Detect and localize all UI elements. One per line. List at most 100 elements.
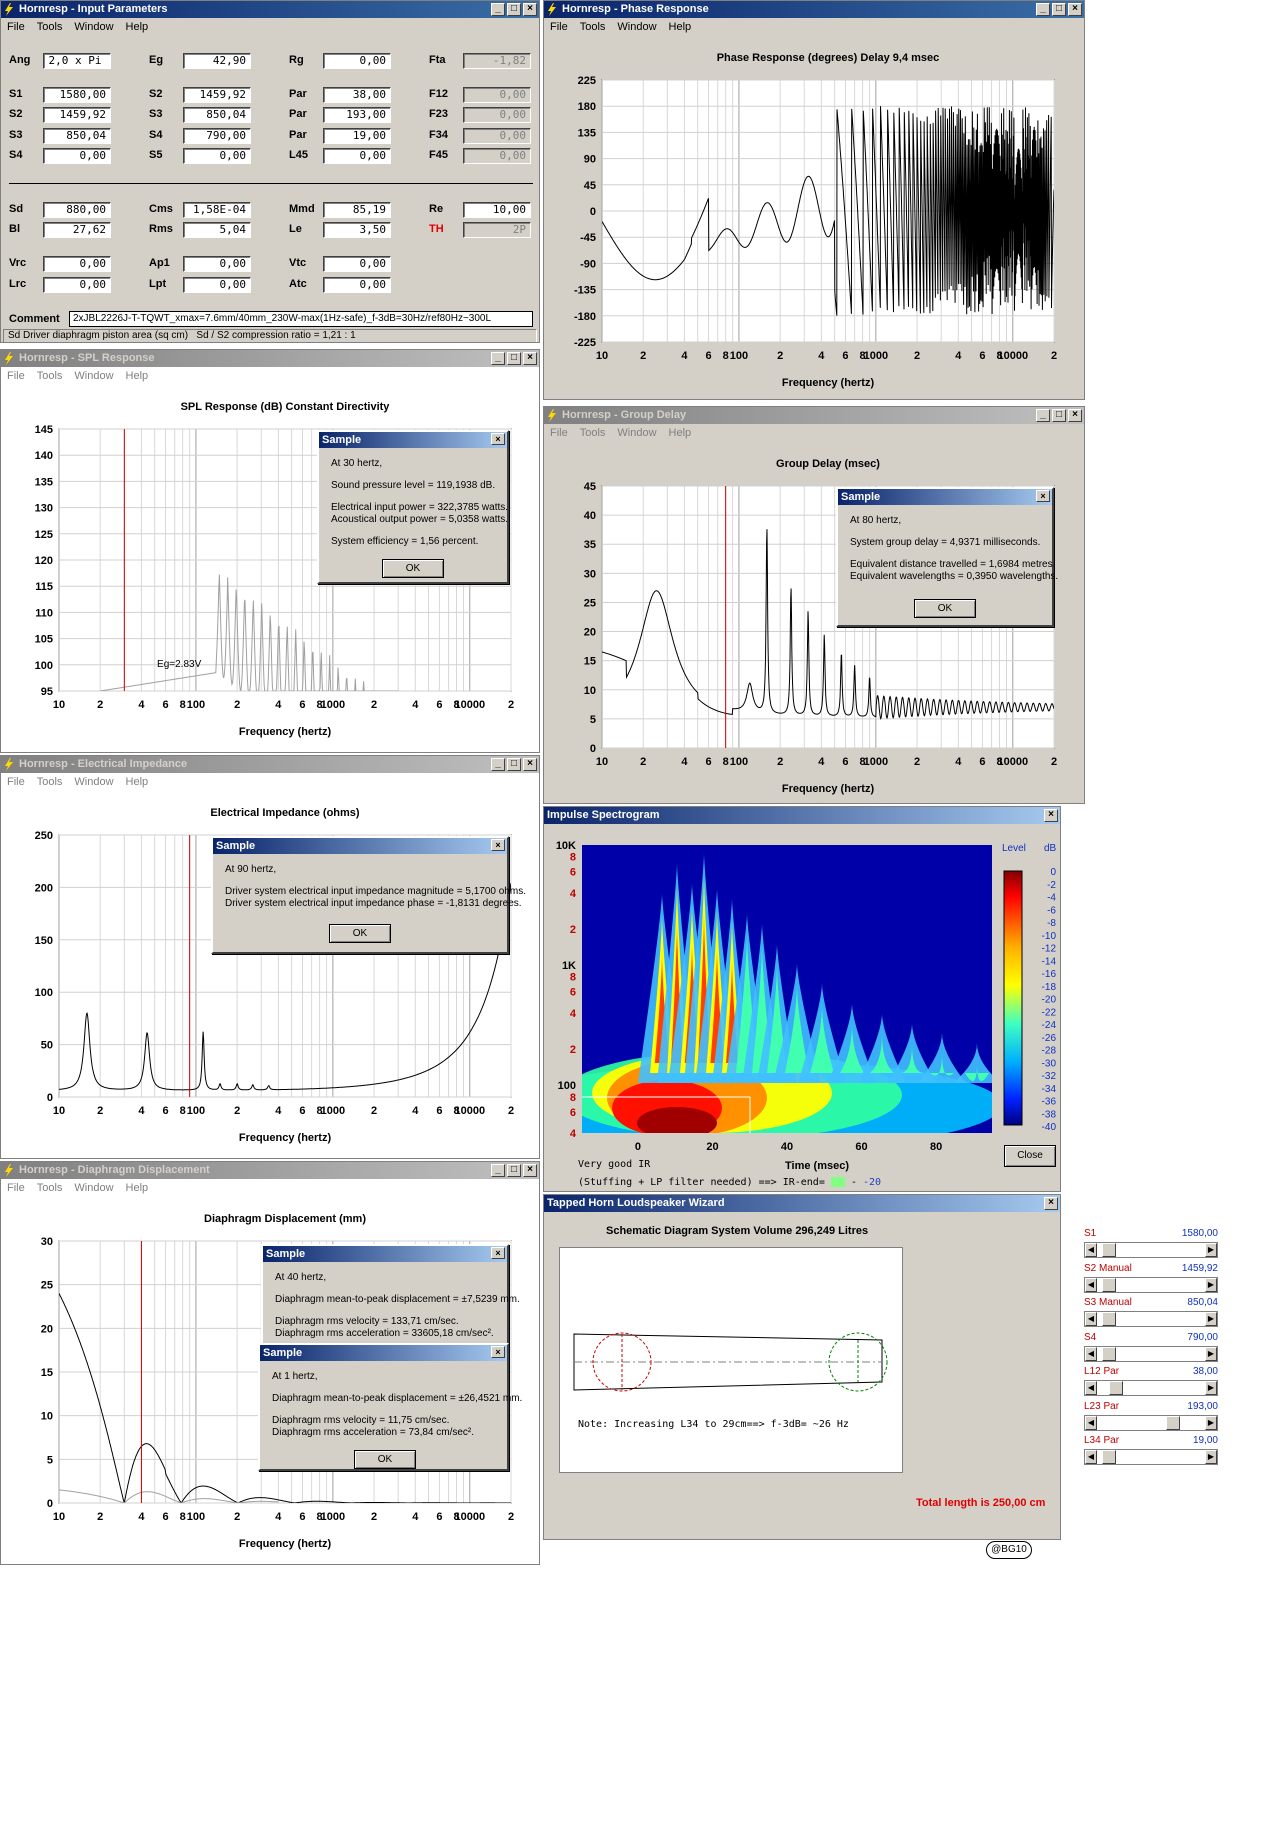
menu-window[interactable]: Window	[74, 21, 114, 33]
dialog-close-button[interactable]: ×	[1036, 490, 1050, 502]
menu-tools[interactable]: Tools	[36, 370, 63, 382]
menu-tools[interactable]: Tools	[579, 427, 606, 439]
menu-file[interactable]: File	[7, 370, 25, 382]
slider-thumb[interactable]	[1108, 1381, 1123, 1395]
slider-right-arrow-icon[interactable]: ▶	[1205, 1243, 1217, 1257]
slider-right-arrow-icon[interactable]: ▶	[1205, 1277, 1217, 1292]
slider-s1[interactable]: ◀ ▶	[1084, 1242, 1218, 1258]
param-input-s4[interactable]: 790,00	[183, 128, 251, 144]
param-input-s2[interactable]: 1459,92	[43, 107, 111, 123]
minimize-button[interactable]: _	[1036, 3, 1050, 16]
minimize-button[interactable]: _	[491, 1164, 505, 1177]
slider-thumb[interactable]	[1101, 1277, 1116, 1292]
menu-window[interactable]: Window	[74, 776, 114, 788]
dialog-close-button[interactable]: ×	[491, 839, 505, 851]
param-input-ang[interactable]: 2,0 x Pi	[43, 53, 111, 69]
title-bar[interactable]: Hornresp - Diaphragm Displacement _ □ ×	[1, 1162, 539, 1179]
ok-button[interactable]: OK	[914, 599, 976, 618]
close-button[interactable]: ×	[1044, 809, 1058, 822]
menu-tools[interactable]: Tools	[36, 1182, 63, 1194]
menu-file[interactable]: File	[7, 1182, 25, 1194]
dialog-close-button[interactable]: ×	[491, 433, 505, 445]
slider-l34[interactable]: ◀ ▶	[1084, 1449, 1218, 1465]
param-input-par[interactable]: 38,00	[323, 87, 391, 103]
menu-help[interactable]: Help	[125, 21, 149, 33]
slider-s2[interactable]: ◀ ▶	[1084, 1276, 1218, 1293]
menu-file[interactable]: File	[550, 21, 568, 33]
menu-window[interactable]: Window	[617, 427, 657, 439]
dialog-close-button[interactable]: ×	[491, 1247, 505, 1259]
param-input-cms[interactable]: 1,58E-04	[183, 202, 251, 218]
maximize-button[interactable]: □	[507, 352, 521, 365]
param-input-fta[interactable]: -1,82	[463, 53, 531, 69]
param-input-lrc[interactable]: 0,00	[43, 277, 111, 293]
slider-right-arrow-icon[interactable]: ▶	[1205, 1381, 1217, 1395]
param-input-rg[interactable]: 0,00	[323, 53, 391, 69]
title-bar[interactable]: Tapped Horn Loudspeaker Wizard ×	[544, 1195, 1060, 1212]
menu-file[interactable]: File	[550, 427, 568, 439]
param-input-sd[interactable]: 880,00	[43, 202, 111, 218]
menu-help[interactable]: Help	[125, 370, 149, 382]
param-input-eg[interactable]: 42,90	[183, 53, 251, 69]
menu-tools[interactable]: Tools	[579, 21, 606, 33]
ok-button[interactable]: OK	[329, 924, 391, 943]
param-input-rms[interactable]: 5,04	[183, 222, 251, 238]
menu-window[interactable]: Window	[617, 21, 657, 33]
menu-window[interactable]: Window	[74, 370, 114, 382]
param-input-s3[interactable]: 850,04	[183, 107, 251, 123]
param-input-mmd[interactable]: 85,19	[323, 202, 391, 218]
title-bar[interactable]: Hornresp - SPL Response _ □ ×	[1, 350, 539, 367]
ok-button[interactable]: OK	[354, 1450, 416, 1469]
close-spectrogram-button[interactable]: Close	[1004, 1145, 1056, 1167]
param-input-f34[interactable]: 0,00	[463, 128, 531, 144]
minimize-button[interactable]: _	[491, 352, 505, 365]
slider-s3[interactable]: ◀ ▶	[1084, 1311, 1218, 1327]
menu-help[interactable]: Help	[668, 21, 692, 33]
menu-help[interactable]: Help	[125, 776, 149, 788]
param-input-s5[interactable]: 0,00	[183, 148, 251, 164]
maximize-button[interactable]: □	[507, 3, 521, 16]
close-button[interactable]: ×	[523, 758, 537, 771]
menu-help[interactable]: Help	[668, 427, 692, 439]
param-input-s4[interactable]: 0,00	[43, 148, 111, 164]
title-bar[interactable]: Hornresp - Electrical Impedance _ □ ×	[1, 756, 539, 773]
close-button[interactable]: ×	[523, 1164, 537, 1177]
minimize-button[interactable]: _	[491, 758, 505, 771]
slider-left-arrow-icon[interactable]: ◀	[1085, 1312, 1097, 1326]
title-bar[interactable]: Impulse Spectrogram ×	[544, 807, 1060, 824]
param-input-l45[interactable]: 0,00	[323, 148, 391, 164]
close-button[interactable]: ×	[1068, 3, 1082, 16]
minimize-button[interactable]: _	[491, 3, 505, 16]
menu-file[interactable]: File	[7, 21, 25, 33]
slider-l12[interactable]: ◀ ▶	[1084, 1380, 1218, 1396]
slider-thumb[interactable]	[1101, 1243, 1116, 1257]
dialog-close-button[interactable]: ×	[491, 1346, 505, 1358]
slider-right-arrow-icon[interactable]: ▶	[1205, 1346, 1217, 1361]
menu-window[interactable]: Window	[74, 1182, 114, 1194]
slider-right-arrow-icon[interactable]: ▶	[1205, 1415, 1217, 1430]
menu-tools[interactable]: Tools	[36, 776, 63, 788]
slider-right-arrow-icon[interactable]: ▶	[1205, 1450, 1217, 1464]
slider-right-arrow-icon[interactable]: ▶	[1205, 1312, 1217, 1326]
title-bar[interactable]: Hornresp - Input Parameters _ □ ×	[1, 1, 539, 18]
title-bar[interactable]: Hornresp - Phase Response _ □ ×	[544, 1, 1084, 18]
param-input-s1[interactable]: 1580,00	[43, 87, 111, 103]
title-bar[interactable]: Hornresp - Group Delay _ □ ×	[544, 407, 1084, 424]
slider-left-arrow-icon[interactable]: ◀	[1085, 1450, 1097, 1464]
param-input-re[interactable]: 10,00	[463, 202, 531, 218]
param-input-th[interactable]: 2P	[463, 222, 531, 238]
slider-left-arrow-icon[interactable]: ◀	[1085, 1346, 1097, 1361]
param-input-s2[interactable]: 1459,92	[183, 87, 251, 103]
ok-button[interactable]: OK	[382, 559, 444, 578]
slider-thumb[interactable]	[1166, 1415, 1181, 1430]
maximize-button[interactable]: □	[507, 1164, 521, 1177]
param-input-ap1[interactable]: 0,00	[183, 256, 251, 272]
maximize-button[interactable]: □	[1052, 3, 1066, 16]
param-input-f12[interactable]: 0,00	[463, 87, 531, 103]
slider-l23[interactable]: ◀ ▶	[1084, 1414, 1218, 1431]
slider-left-arrow-icon[interactable]: ◀	[1085, 1381, 1097, 1395]
maximize-button[interactable]: □	[1052, 409, 1066, 422]
slider-thumb[interactable]	[1101, 1450, 1116, 1464]
param-input-par[interactable]: 193,00	[323, 107, 391, 123]
slider-left-arrow-icon[interactable]: ◀	[1085, 1277, 1097, 1292]
